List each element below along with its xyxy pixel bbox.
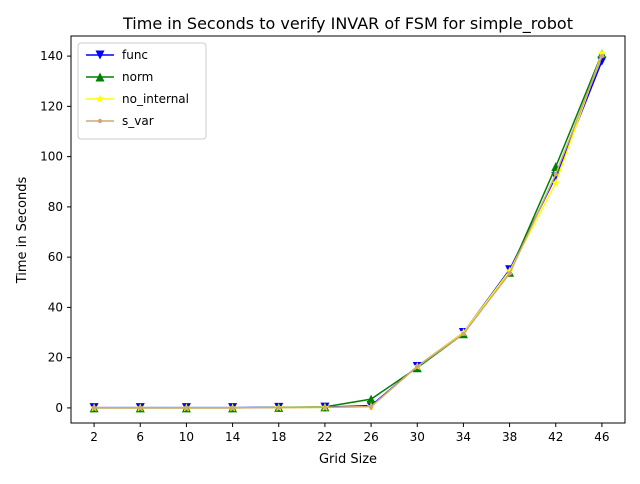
y-tick-label: 120 [40, 99, 63, 113]
legend-item-s_var: s_var [86, 114, 154, 128]
x-tick-label: 46 [594, 430, 609, 444]
data-point-s_var [91, 405, 97, 411]
legend-item-norm: norm [86, 70, 153, 84]
data-point-s_var [138, 405, 143, 411]
y-tick-label: 60 [48, 250, 63, 264]
data-point-s_var [553, 172, 558, 177]
legend-box [77, 42, 207, 140]
legend-marker-icon [95, 50, 105, 60]
x-tick-label: 14 [225, 430, 240, 444]
data-point-s_var [461, 331, 466, 336]
data-point-no_internal [551, 178, 561, 187]
data-point-s_var [415, 364, 420, 369]
chart-title: Time in Seconds to verify INVAR of FSM f… [122, 14, 573, 34]
legend-marker-icon [95, 94, 105, 103]
series-line-s_var [94, 55, 603, 409]
x-tick-label: 38 [502, 430, 517, 444]
legend-marker-icon [97, 118, 103, 124]
series-s_var [91, 53, 605, 411]
y-tick-label: 0 [55, 401, 63, 415]
x-tick-label: 42 [548, 430, 563, 444]
y-axis-label: Time in Seconds [15, 177, 30, 285]
legend-label: no_internal [122, 92, 189, 106]
x-tick-label: 6 [136, 430, 144, 444]
data-point-s_var [184, 405, 189, 411]
data-point-s_var [507, 271, 512, 276]
x-tick-label: 26 [363, 430, 378, 444]
data-point-s_var [230, 405, 235, 411]
y-tick-label: 20 [48, 351, 63, 365]
data-point-norm [366, 394, 376, 404]
data-point-no_internal [505, 266, 514, 275]
y-tick-label: 140 [40, 49, 63, 63]
data-point-s_var [322, 405, 328, 410]
legend-label: norm [122, 70, 153, 84]
x-tick-label: 22 [317, 430, 332, 444]
x-tick-label: 34 [456, 430, 471, 444]
data-point-no_internal [597, 49, 607, 58]
legend-label: func [122, 48, 148, 62]
x-tick-label: 2 [90, 430, 98, 444]
y-tick-label: 80 [48, 200, 63, 214]
x-tick-label: 10 [179, 430, 194, 444]
x-tick-label: 30 [410, 430, 425, 444]
legend-marker-icon [95, 72, 105, 82]
x-axis-label: Grid Size [319, 452, 377, 467]
data-point-s_var [276, 405, 281, 410]
y-tick-label: 40 [48, 300, 63, 314]
data-point-s_var [368, 404, 374, 409]
data-point-s_var [599, 53, 605, 59]
legend-label: s_var [122, 114, 154, 128]
x-tick-label: 18 [271, 430, 286, 444]
plot-frame [70, 35, 626, 424]
y-tick-label: 100 [40, 150, 63, 164]
legend-item-no_internal: no_internal [86, 92, 189, 106]
legend-item-func: func [86, 48, 148, 62]
legend: func norm no_internal s_var [77, 42, 207, 140]
